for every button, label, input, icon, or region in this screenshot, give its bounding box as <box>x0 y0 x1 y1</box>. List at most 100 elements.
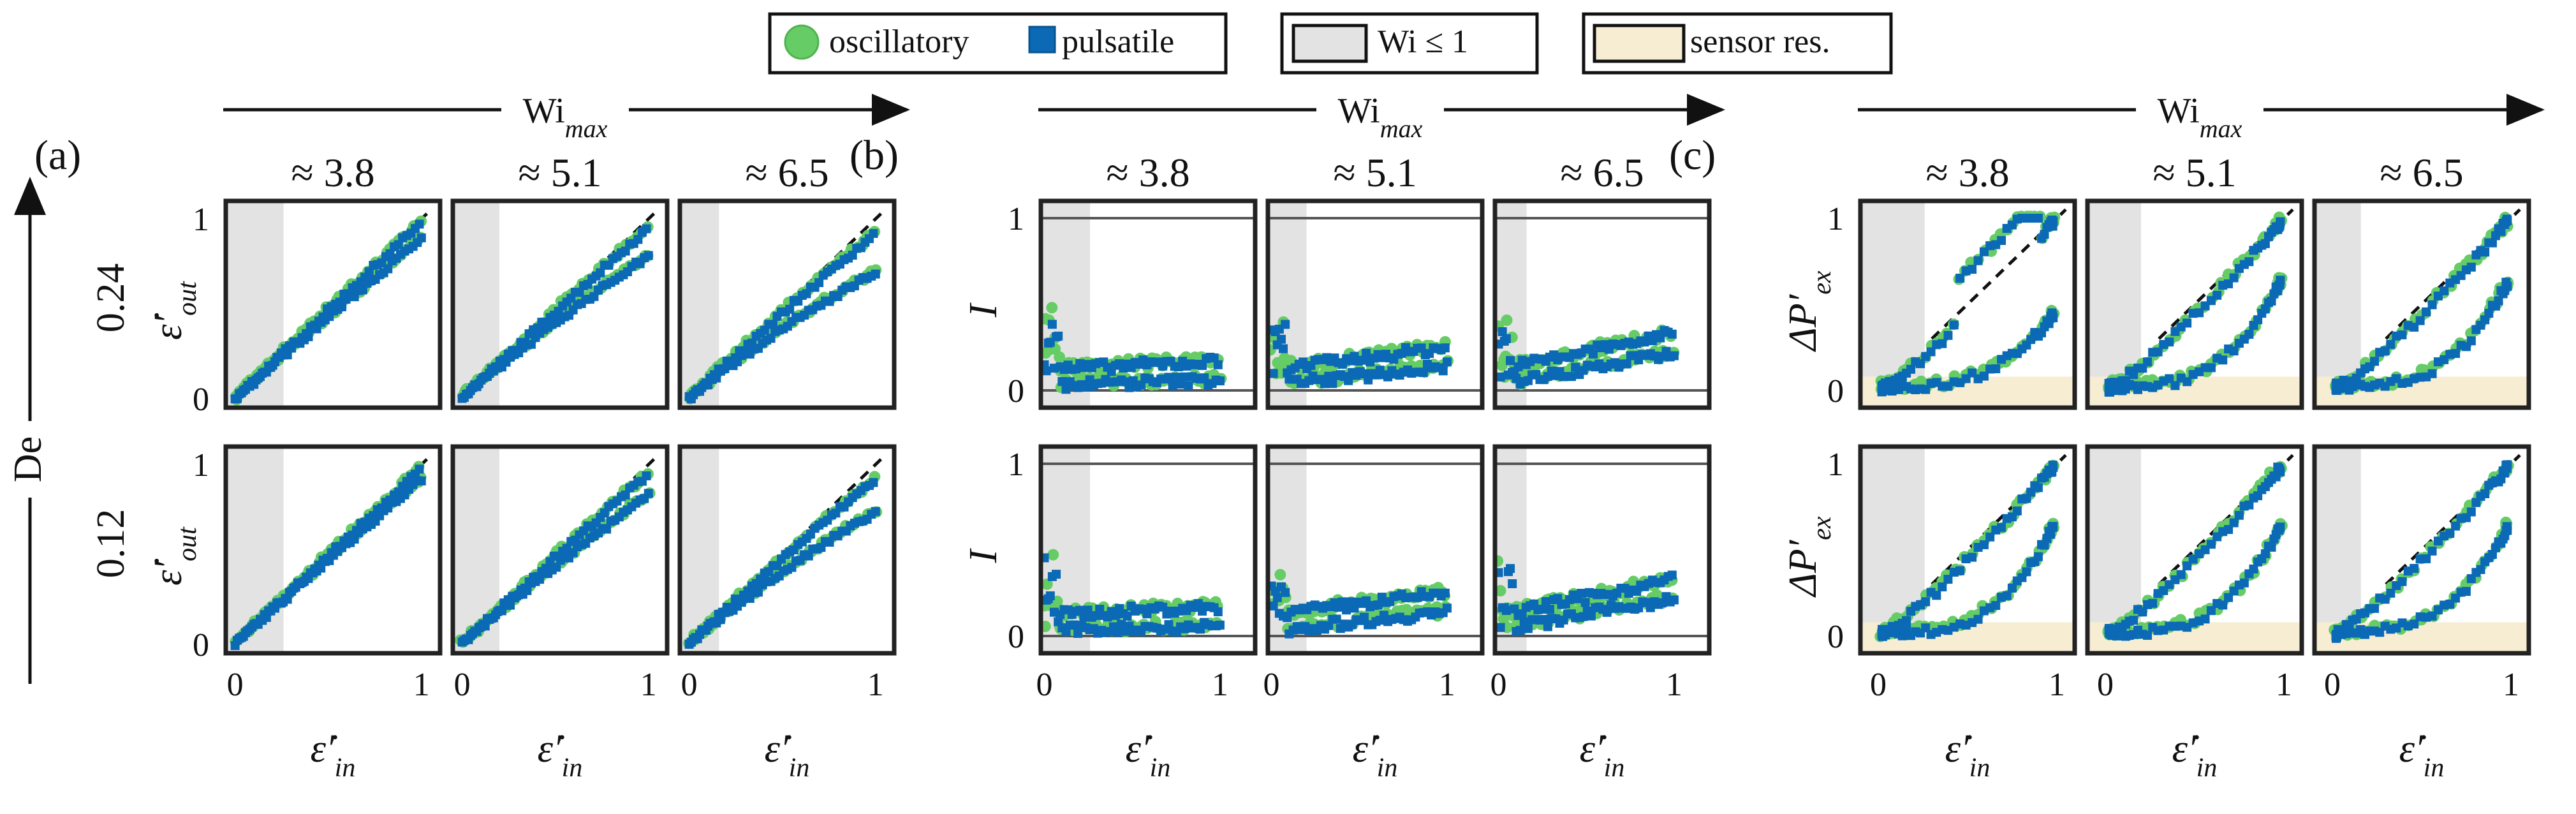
pulsatile-point <box>2386 588 2396 598</box>
legend: oscillatory pulsatile Wi ≤ 1 sensor res. <box>768 12 1893 75</box>
pulsatile-point <box>1442 357 1452 367</box>
identity-line <box>1931 454 2067 586</box>
column-wi-label: ≈ 6.5 <box>1560 150 1644 195</box>
pulsatile-point <box>1081 382 1091 392</box>
pulsatile-point <box>2365 604 2374 614</box>
identity-line <box>1931 208 2067 340</box>
pulsatile-point <box>1667 329 1677 339</box>
pulsatile-point <box>2433 536 2443 546</box>
pulsatile-point <box>2234 510 2244 520</box>
pulsatile-point <box>2143 630 2153 640</box>
pulsatile-point <box>1506 564 1515 574</box>
column-wi-label: ≈ 5.1 <box>1333 150 1417 195</box>
pulsatile-point <box>2480 315 2490 325</box>
pulsatile-point <box>1164 373 1174 382</box>
x-tick-label: 0 <box>681 667 698 703</box>
pulsatile-point <box>1515 626 1525 635</box>
pulsatile-point <box>1916 628 1925 638</box>
pulsatile-point <box>1215 620 1225 630</box>
subplot-row0-col1 <box>2085 198 2304 410</box>
pulsatile-point <box>1496 372 1505 381</box>
pulsatile-point <box>2176 621 2186 631</box>
pulsatile-point <box>2451 593 2461 603</box>
pulsatile-point <box>2451 349 2461 359</box>
pulsatile-point <box>2030 214 2040 223</box>
column-wi-label: ≈ 5.1 <box>518 150 601 195</box>
pulsatile-point <box>2200 614 2210 624</box>
pulsatile-point <box>2253 315 2263 325</box>
x-tick-label: 0 <box>2097 667 2114 703</box>
pulsatile-point <box>1567 372 1577 381</box>
pulsatile-point <box>1281 588 1290 597</box>
pulsatile-point <box>1041 366 1051 376</box>
pulsatile-point <box>1973 614 1983 624</box>
pulsatile-point <box>2445 529 2455 538</box>
pulsatile-point <box>1539 614 1549 624</box>
subplot-row1-col1: 0 1 ε̇′in <box>1263 444 1485 783</box>
pulsatile-point <box>2133 625 2143 635</box>
pulsatile-point <box>2040 540 2049 550</box>
pulsatile-point <box>2002 224 2012 233</box>
pulsatile-point <box>2143 381 2153 391</box>
column-wi-label: ≈ 6.5 <box>745 150 828 195</box>
pulsatile-point <box>2456 514 2466 523</box>
pulsatile-point <box>1973 256 1983 265</box>
pulsatile-point <box>2218 527 2228 536</box>
pulsatile-point <box>804 551 813 561</box>
pulsatile-point <box>2165 374 2174 383</box>
pulsatile-point <box>1979 247 1989 256</box>
pulsatile-point <box>1438 366 1448 376</box>
pulsatile-point <box>1543 622 1552 632</box>
y-axis-label: I <box>962 547 1005 563</box>
subplot-row0-col1 <box>1265 198 1485 410</box>
pulsatile-point <box>2427 369 2437 378</box>
pulsatile-point <box>2170 381 2180 390</box>
pulsatile-point <box>1440 343 1450 353</box>
pulsatile-point <box>1949 623 1959 632</box>
oscillatory-point <box>1495 585 1506 597</box>
pulsatile-point <box>2476 246 2485 255</box>
pulsatile-point <box>2206 606 2216 616</box>
pulsatile-point <box>2036 473 2046 483</box>
pulsatile-point <box>1537 604 1547 614</box>
pulsatile-point <box>506 600 515 610</box>
pulsatile-point <box>2427 546 2437 556</box>
x-tick-label: 1 <box>867 667 884 703</box>
pulsatile-point <box>1215 376 1225 386</box>
pulsatile-point <box>1921 597 1931 607</box>
pulsatile-point <box>602 524 612 534</box>
subplot-frame <box>1265 198 1485 410</box>
pulsatile-point <box>2456 270 2466 280</box>
pulsatile-point <box>1577 588 1586 598</box>
pulsatile-point <box>2410 564 2419 574</box>
pulsatile-point <box>2148 348 2158 357</box>
pulsatile-point <box>2471 568 2481 577</box>
pulsatile-point <box>2012 214 2022 224</box>
pulsatile-point <box>1991 525 2001 535</box>
pulsatile-point <box>2427 300 2437 309</box>
pulsatile-point <box>2466 262 2476 272</box>
pulsatile-point <box>1926 630 1936 639</box>
pulsatile-point <box>1198 360 1207 370</box>
pulsatile-point <box>2012 506 2022 515</box>
y-axis-label: ΔP′ex <box>1781 516 1837 598</box>
subplot-frame <box>677 198 897 410</box>
pulsatile-point <box>753 588 763 597</box>
pulsatile-point <box>2484 238 2494 248</box>
pulsatile-point <box>2007 348 2017 358</box>
x-tick-label: 1 <box>2503 667 2519 703</box>
pulsatile-point <box>2352 628 2361 638</box>
pulsatile-point <box>2212 353 2222 363</box>
y-tick-label: 0 <box>1827 373 1844 410</box>
x-tick-label: 0 <box>1263 667 1280 703</box>
x-tick-label: 0 <box>454 667 471 703</box>
pulsatile-point <box>2138 364 2147 373</box>
oscillatory-point <box>1047 549 1059 561</box>
pulsatile-point <box>2239 501 2249 511</box>
pulsatile-point <box>2176 373 2186 383</box>
subplot-frame <box>1858 198 2077 410</box>
pulsatile-point <box>2165 621 2174 631</box>
pulsatile-point <box>2331 632 2341 641</box>
subplot-row0-col2 <box>2312 198 2531 410</box>
pulsatile-point <box>2212 599 2222 609</box>
